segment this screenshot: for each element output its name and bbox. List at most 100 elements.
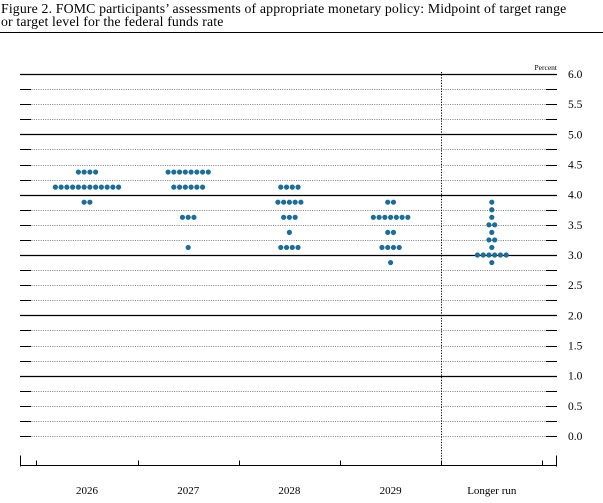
x-tick-label: 2027 — [177, 485, 200, 497]
participant-dot — [81, 184, 87, 190]
y-tick-labels: 6.0 5.5 5.0 4.5 4.0 3.5 3.0 2.5 2.0 1.5 1.0 0.5 0.0 — [568, 69, 583, 443]
participant-dot — [194, 169, 200, 175]
participant-dot — [489, 259, 495, 266]
participant-dot — [278, 184, 284, 190]
y-tick-label: 4.0 — [568, 190, 583, 202]
x-tick-label: 2028 — [278, 485, 301, 497]
participant-dot — [396, 244, 402, 251]
participant-dot — [70, 184, 76, 190]
participant-dot — [188, 184, 194, 190]
participant-dot — [292, 199, 298, 205]
participant-dot — [497, 252, 504, 258]
participant-dot — [385, 244, 391, 251]
participant-dot — [93, 169, 99, 175]
y-unit-label: Percent — [535, 63, 558, 72]
participant-dot — [110, 184, 116, 190]
participant-dot — [116, 184, 122, 190]
participant-dot — [182, 169, 188, 175]
participant-dot — [379, 244, 385, 251]
participant-dot — [176, 184, 183, 190]
participant-dot — [388, 214, 394, 220]
participant-dot — [480, 252, 486, 258]
participant-dots — [52, 169, 509, 266]
participant-dot — [492, 252, 498, 258]
chart-title-line-1: Figure 2. FOMC participants’ assessments… — [1, 1, 566, 16]
participant-dot — [390, 229, 397, 235]
participant-dot — [489, 214, 495, 220]
participant-dot — [489, 229, 495, 235]
participant-dot — [405, 214, 411, 220]
x-axis — [20, 72, 557, 467]
participant-dot — [87, 169, 93, 175]
x-tick-label: 2026 — [76, 485, 99, 497]
participant-dot — [52, 184, 58, 190]
participant-dot — [81, 199, 87, 205]
participant-dot — [199, 184, 206, 190]
participant-dot — [399, 214, 405, 220]
participant-dot — [81, 169, 87, 175]
gridlines — [20, 73, 557, 437]
participant-dot — [281, 214, 287, 220]
participant-dot — [486, 252, 492, 258]
y-tick-label: 5.0 — [568, 129, 583, 141]
participant-dot — [474, 252, 481, 258]
participant-dot — [281, 199, 287, 205]
participant-dot — [93, 184, 99, 190]
participant-dot — [185, 244, 191, 251]
participant-dot — [382, 214, 388, 220]
y-tick-label: 3.5 — [568, 220, 583, 232]
participant-dot — [286, 214, 292, 220]
y-tick-label: 2.5 — [568, 280, 583, 292]
participant-dot — [298, 199, 304, 205]
participant-dot — [58, 184, 64, 190]
participant-dot — [87, 184, 93, 190]
y-tick-label: 6.0 — [568, 69, 583, 81]
participant-dot — [283, 184, 290, 190]
participant-dot — [295, 244, 301, 251]
participant-dot — [179, 214, 186, 220]
y-tick-label: 1.5 — [568, 341, 583, 353]
participant-dot — [278, 244, 284, 251]
participant-dot — [503, 252, 509, 258]
participant-dot — [376, 214, 382, 220]
participant-dot — [390, 199, 397, 205]
participant-dot — [489, 207, 495, 213]
participant-dot — [87, 199, 93, 205]
participant-dot — [64, 184, 70, 190]
x-tick-labels: 2026 2027 2028 2029 Longer run — [76, 485, 517, 497]
chart-title-line-2: or target level for the federal funds ra… — [1, 14, 223, 29]
participant-dot — [171, 169, 177, 175]
participant-dot — [205, 169, 211, 175]
y-tick-label: 0.0 — [568, 431, 583, 443]
participant-dot — [275, 199, 281, 205]
participant-dot — [286, 229, 292, 235]
participant-dot — [370, 214, 376, 220]
y-tick-label: 1.0 — [568, 371, 583, 383]
participant-dot — [104, 184, 110, 190]
participant-dot — [486, 237, 492, 243]
participant-dot — [390, 244, 397, 251]
x-tick-label: 2029 — [380, 485, 403, 497]
participant-dot — [489, 244, 495, 251]
participant-dot — [489, 199, 495, 205]
participant-dot — [385, 229, 391, 235]
participant-dot — [171, 184, 177, 190]
participant-dot — [292, 214, 298, 220]
participant-dot — [185, 214, 191, 220]
participant-dot — [194, 184, 200, 190]
x-tick-label: Longer run — [467, 485, 517, 497]
participant-dot — [188, 169, 194, 175]
participant-dot — [295, 184, 301, 190]
y-tick-label: 3.0 — [568, 250, 583, 262]
participant-dot — [393, 214, 399, 220]
y-tick-label: 2.0 — [568, 310, 583, 322]
participant-dot — [199, 169, 206, 175]
participant-dot — [191, 214, 197, 220]
participant-dot — [388, 259, 394, 266]
y-tick-label: 4.5 — [568, 160, 583, 172]
participant-dot — [289, 184, 295, 190]
y-tick-label: 0.5 — [568, 401, 583, 413]
participant-dot — [75, 169, 81, 175]
participant-dot — [98, 184, 104, 190]
